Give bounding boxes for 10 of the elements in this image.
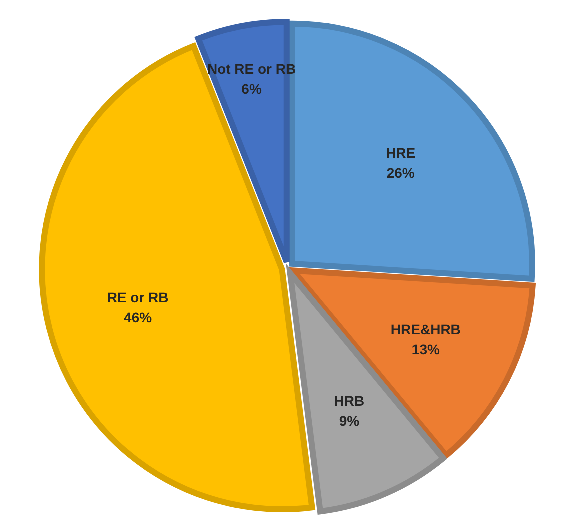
slice-label: HRE&HRB: [390, 321, 461, 338]
slice-label: RE or RB: [107, 289, 169, 306]
data-label: 13%: [412, 341, 440, 358]
data-label: 9%: [339, 413, 360, 430]
data-label: 46%: [124, 309, 153, 326]
slice-label: Not RE or RB: [207, 61, 296, 78]
slice-label: HRB: [334, 393, 365, 410]
slice-label: HRE: [386, 145, 416, 162]
data-label: 26%: [386, 165, 416, 182]
data-label: 6%: [242, 81, 262, 98]
